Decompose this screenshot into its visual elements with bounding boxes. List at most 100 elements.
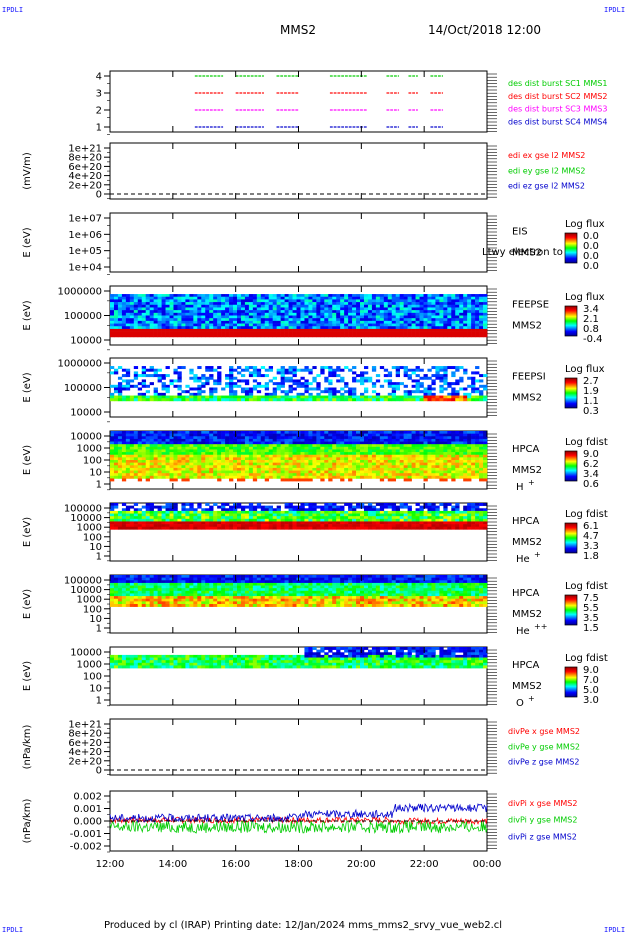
heatmap-cell bbox=[316, 312, 321, 316]
heatmap-cell bbox=[229, 470, 234, 474]
heatmap-cell bbox=[209, 475, 214, 479]
heatmap-cell bbox=[157, 436, 162, 440]
heatmap-cell bbox=[221, 296, 226, 300]
heatmap-cell bbox=[240, 304, 246, 308]
heatmap-cell bbox=[221, 505, 226, 509]
heatmap-cell bbox=[336, 379, 341, 383]
heatmap-cell bbox=[419, 323, 424, 327]
heatmap-cell bbox=[379, 304, 385, 308]
heatmap-cell bbox=[181, 524, 186, 528]
heatmap-cell bbox=[256, 467, 262, 471]
heatmap-cell bbox=[233, 395, 238, 399]
heatmap-cell bbox=[256, 307, 262, 311]
heatmap-cell bbox=[296, 454, 301, 458]
heatmap-cell bbox=[272, 446, 277, 450]
heatmap-cell bbox=[205, 331, 210, 335]
heatmap-cell bbox=[467, 334, 472, 338]
heatmap-cell bbox=[320, 299, 325, 303]
heatmap-cell bbox=[149, 524, 154, 528]
heatmap-cell bbox=[244, 366, 250, 370]
heatmap-cell bbox=[233, 438, 238, 442]
heatmap-cell bbox=[252, 368, 258, 372]
heatmap-cell bbox=[308, 307, 313, 311]
heatmap-cell bbox=[252, 524, 258, 528]
heatmap-cell bbox=[360, 334, 365, 338]
heatmap-cell bbox=[225, 302, 230, 306]
heatmap-cell bbox=[467, 475, 472, 479]
heatmap-cell bbox=[288, 323, 293, 327]
heatmap-cell bbox=[221, 433, 226, 437]
heatmap-cell bbox=[292, 398, 297, 402]
heatmap-cell bbox=[387, 457, 393, 461]
heatmap-cell bbox=[451, 465, 456, 469]
heatmap-cell bbox=[296, 326, 301, 330]
heatmap-cell bbox=[189, 438, 194, 442]
heatmap-cell bbox=[181, 323, 186, 327]
heatmap-cell bbox=[352, 392, 357, 396]
heatmap-cell bbox=[316, 465, 321, 469]
heatmap-cell bbox=[137, 315, 143, 319]
heatmap-cell bbox=[153, 328, 158, 332]
heatmap-cell bbox=[157, 521, 162, 525]
heatmap-cell bbox=[217, 318, 222, 322]
heatmap-cell bbox=[177, 323, 182, 327]
heatmap-cell bbox=[133, 475, 139, 479]
heatmap-cell bbox=[328, 320, 333, 324]
heatmap-cell bbox=[240, 470, 246, 474]
heatmap-cell bbox=[201, 376, 206, 380]
heatmap-cell bbox=[133, 334, 139, 338]
heatmap-cell bbox=[236, 513, 242, 517]
heatmap-cell bbox=[363, 462, 369, 466]
heatmap-cell bbox=[344, 470, 349, 474]
heatmap-cell bbox=[276, 518, 281, 522]
heatmap-cell bbox=[256, 374, 262, 378]
heatmap-cell bbox=[137, 320, 143, 324]
heatmap-cell bbox=[149, 518, 154, 522]
heatmap-cell bbox=[125, 304, 131, 308]
heatmap-cell bbox=[125, 395, 131, 399]
heatmap-cell bbox=[272, 296, 277, 300]
heatmap-cell bbox=[328, 302, 333, 306]
spacecraft-label: MMS2 bbox=[512, 393, 542, 404]
heatmap-cell bbox=[459, 304, 464, 308]
heatmap-cell bbox=[407, 328, 412, 332]
heatmap-cell bbox=[375, 467, 381, 471]
heatmap-cell bbox=[110, 302, 115, 306]
heatmap-cell bbox=[248, 431, 254, 434]
heatmap-cell bbox=[161, 326, 166, 330]
heatmap-cell bbox=[336, 326, 341, 330]
heatmap-cell bbox=[415, 323, 420, 327]
heatmap-cell bbox=[280, 444, 285, 448]
heatmap-cell bbox=[137, 323, 143, 327]
heatmap-cell bbox=[173, 326, 178, 330]
heatmap-cell bbox=[316, 521, 321, 525]
heatmap-cell bbox=[149, 382, 154, 386]
heatmap-cell bbox=[328, 395, 333, 399]
heatmap-cell bbox=[463, 368, 468, 372]
heatmap-cell bbox=[379, 470, 385, 474]
heatmap-cell bbox=[451, 395, 456, 399]
heatmap-cell bbox=[153, 387, 158, 391]
heatmap-cell bbox=[189, 465, 194, 469]
heatmap-cell bbox=[443, 328, 448, 332]
heatmap-cell bbox=[312, 431, 317, 434]
heatmap-cell bbox=[121, 452, 127, 456]
heatmap-cell bbox=[236, 475, 242, 479]
heatmap-cell bbox=[284, 395, 289, 399]
heatmap-cell bbox=[324, 395, 329, 399]
heatmap-cell bbox=[213, 390, 218, 394]
heatmap-cell bbox=[169, 304, 174, 308]
heatmap-cell bbox=[479, 460, 484, 463]
heatmap-cell bbox=[205, 398, 210, 402]
heatmap-cell bbox=[312, 320, 317, 324]
heatmap-cell bbox=[193, 436, 198, 440]
heatmap-cell bbox=[145, 518, 150, 522]
heatmap-cell bbox=[197, 524, 202, 528]
heatmap-cell bbox=[229, 387, 234, 391]
heatmap-cell bbox=[332, 371, 337, 375]
heatmap-cell bbox=[161, 438, 166, 442]
heatmap-cell bbox=[121, 310, 127, 314]
heatmap-cell bbox=[137, 334, 143, 338]
heatmap-cell bbox=[435, 433, 440, 437]
heatmap-cell bbox=[383, 334, 389, 338]
